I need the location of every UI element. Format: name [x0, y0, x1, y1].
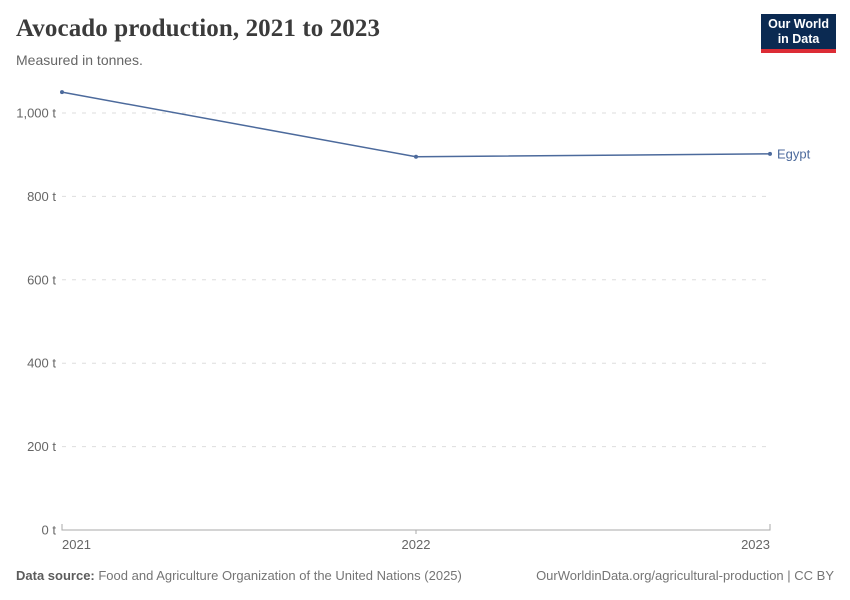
- y-axis-tick-label: 400 t: [27, 356, 56, 371]
- data-point[interactable]: [414, 154, 418, 159]
- y-axis-tick-label: 800 t: [27, 189, 56, 204]
- data-source-note: Data source: Food and Agriculture Organi…: [16, 568, 462, 584]
- chart-subtitle: Measured in tonnes.: [16, 52, 143, 68]
- series-line[interactable]: [61, 91, 771, 158]
- data-source-label: Data source:: [16, 568, 95, 583]
- x-axis-label: 2021: [62, 537, 91, 552]
- chart-footer: Data source: Food and Agriculture Organi…: [16, 568, 834, 584]
- data-point[interactable]: [60, 90, 64, 95]
- x-axis-label: 2023: [741, 537, 770, 552]
- x-axis-line: [61, 524, 771, 531]
- data-source-text: Food and Agriculture Organization of the…: [94, 568, 462, 583]
- data-point[interactable]: [768, 151, 772, 156]
- y-axis-tick-label: 200 t: [27, 439, 56, 454]
- owid-logo[interactable]: Our World in Data: [761, 14, 836, 53]
- y-axis-tick-label: 600 t: [27, 272, 56, 287]
- owid-url-link[interactable]: OurWorldinData.org/agricultural-producti…: [536, 568, 834, 583]
- series-label[interactable]: Egypt: [777, 146, 811, 161]
- x-axis-label: 2022: [402, 537, 431, 552]
- owid-logo-line2: in Data: [777, 32, 820, 46]
- page-title: Avocado production, 2021 to 2023: [16, 15, 381, 42]
- owid-logo-line1: Our World: [768, 17, 829, 31]
- y-axis-tick-label: 1,000 t: [16, 106, 56, 121]
- y-axis-tick-label: 0 t: [42, 523, 57, 538]
